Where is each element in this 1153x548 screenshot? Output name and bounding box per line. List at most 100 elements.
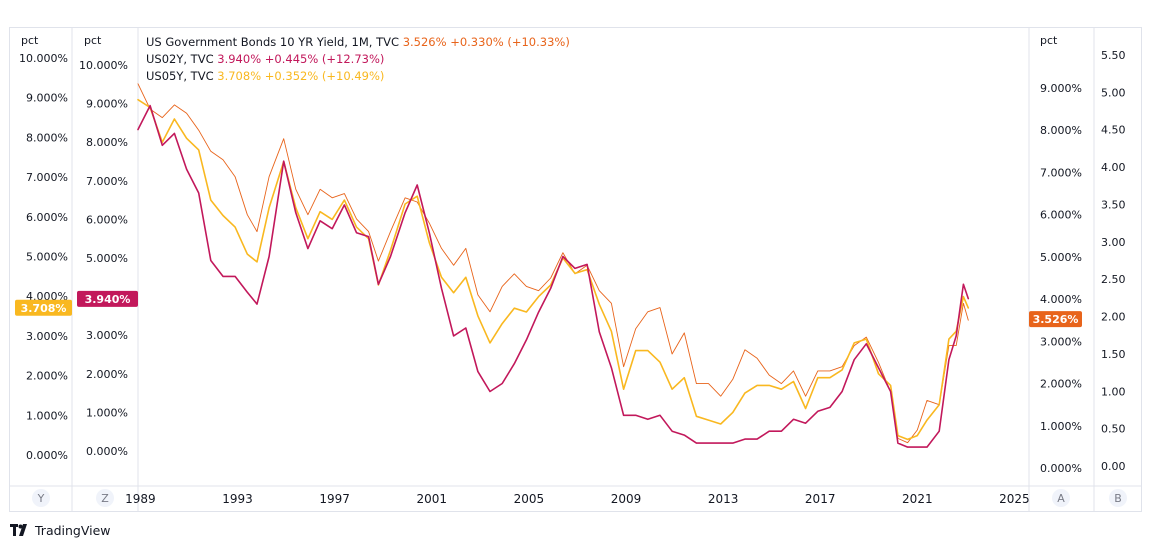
legend-row-us05y: US05Y, TVC 3.708% +0.352% (+10.49%) [146, 69, 384, 83]
grid-separators [10, 28, 1142, 511]
price-axis-z[interactable]: pct0.000%1.000%2.000%3.000%4.000%5.000%6… [79, 34, 128, 458]
tradingview-brand[interactable]: TradingView [10, 521, 111, 539]
time-tick-label: 2025 [999, 492, 1030, 506]
axis-tick-label: 8.000% [26, 131, 68, 144]
axis-button-bg[interactable] [96, 489, 114, 507]
price-tag-bg [77, 290, 138, 307]
legend-series-value: 3.526% [403, 35, 451, 49]
axis-tick-label: 9.000% [26, 92, 68, 105]
axis-tick-label: 1.000% [86, 406, 128, 419]
price-axis-y[interactable]: pct0.000%1.000%2.000%3.000%4.000%5.000%6… [19, 34, 68, 462]
legend-series-value: 3.940% [217, 52, 265, 66]
axis-tick-label: 1.000% [1040, 420, 1082, 433]
legend-text: US05Y, TVC 3.708% +0.352% (+10.49%) [146, 69, 384, 83]
axis-tick-label: 5.000% [26, 251, 68, 264]
legend-series-change: +0.352% (+10.49%) [265, 69, 385, 83]
price-tag-label: 3.940% [85, 293, 131, 306]
axis-unit-label: pct [21, 34, 39, 47]
axis-tick-label: 10.000% [19, 52, 68, 65]
time-tick-label: 2009 [611, 492, 642, 506]
axis-tick-label: 0.000% [1040, 462, 1082, 475]
price-axis-a[interactable]: pct 0.000% 1.000% 2.000% 3.000% 4.000% 5.000% 6… [1040, 34, 1082, 475]
series-line-us05y [137, 98, 970, 441]
axis-tick-label: 4.000% [1040, 293, 1082, 306]
time-tick-label: 1989 [125, 492, 156, 506]
axis-button-b[interactable]: B [1109, 489, 1127, 507]
brand-name: TradingView [35, 522, 111, 538]
axis-tick-label: 2.00 [1101, 311, 1126, 324]
axis-tick-label: 5.000% [1040, 251, 1082, 264]
axis-tick-label: 2.000% [86, 368, 128, 381]
axis-tick-label: 2.50 [1101, 273, 1126, 286]
axis-button-a[interactable]: A [1052, 489, 1070, 507]
axis-button-label[interactable]: A [1057, 492, 1065, 505]
time-tick-label: 2005 [514, 492, 545, 506]
axis-tick-label: 2.000% [26, 370, 68, 383]
axis-tick-label: 1.000% [26, 409, 68, 422]
price-tag-z: 3.940% [77, 290, 138, 307]
time-tick-label: 2001 [416, 492, 447, 506]
axis-tick-label: 2.000% [1040, 378, 1082, 391]
axis-button-label[interactable]: Y [37, 492, 45, 505]
axis-tick-label: 7.000% [1040, 166, 1082, 179]
price-axis-b[interactable]: 0.00 0.50 1.00 1.50 2.00 2.50 3.00 3.50 4.00 4.50… [1101, 49, 1126, 473]
time-tick-label: 1997 [319, 492, 350, 506]
axis-button-z[interactable]: Z [96, 489, 114, 507]
price-tag-label: 3.708% [21, 302, 67, 315]
axis-tick-label: 7.000% [86, 175, 128, 188]
legend-series-name: US Government Bonds 10 YR Yield, 1M, TVC [146, 35, 403, 49]
time-tick-label: 2021 [902, 492, 933, 506]
legend-row-us10y: US Government Bonds 10 YR Yield, 1M, TVC… [146, 35, 570, 49]
price-tag-a: 3.526% [1029, 311, 1082, 328]
price-tag-label: 3.526% [1033, 313, 1079, 326]
axis-tick-label: 7.000% [26, 171, 68, 184]
axis-button-bg[interactable] [1109, 489, 1127, 507]
axis-tick-label: 8.000% [1040, 124, 1082, 137]
tradingview-logo-icon [10, 524, 30, 536]
price-tags-layer: 3.708% 3.940% 3.526% [15, 290, 1082, 328]
axis-tick-label: 6.000% [1040, 209, 1082, 222]
price-tag-y: 3.708% [15, 299, 72, 316]
chart-frame [9, 27, 1142, 512]
axes-layer: pct 0.000% 1.000% 2.000% 3.000% 4.000% 5.000% 6… [19, 34, 1125, 475]
axis-tick-label: 0.50 [1101, 423, 1126, 436]
axis-tick-label: 0.000% [86, 445, 128, 458]
time-tick-label: 2013 [708, 492, 739, 506]
axis-tick-label: 4.00 [1101, 161, 1126, 174]
axis-button-bg[interactable] [32, 489, 50, 507]
legend-text: US02Y, TVC 3.940% +0.445% (+12.73%) [146, 52, 384, 66]
axis-button-label[interactable]: Z [101, 492, 109, 505]
legend-series-name: US02Y, TVC [146, 52, 217, 66]
axis-tick-label: 5.000% [86, 252, 128, 265]
axis-tick-label: 4.50 [1101, 124, 1126, 137]
axis-button-bg[interactable] [1052, 489, 1070, 507]
axis-tick-label: 9.000% [1040, 82, 1082, 95]
axis-tick-label: 0.00 [1101, 460, 1126, 473]
axis-unit-label: pct [84, 34, 102, 47]
axis-tick-label: 6.000% [86, 213, 128, 226]
legend-series-change: +0.445% (+12.73%) [265, 52, 385, 66]
axis-unit-label: pct [1040, 34, 1058, 47]
axis-tick-label: 5.00 [1101, 86, 1126, 99]
axis-tick-label: 1.00 [1101, 385, 1126, 398]
axis-button-y[interactable]: Y [32, 489, 50, 507]
time-tick-label: 2017 [805, 492, 836, 506]
time-axis[interactable]: 1989 1993 1997 2001 2005 2009 2013 2017 2021 2025… [32, 489, 1127, 507]
axis-tick-label: 6.000% [26, 211, 68, 224]
axis-tick-label: 3.50 [1101, 198, 1126, 211]
axis-tick-label: 1.50 [1101, 348, 1126, 361]
axis-button-label[interactable]: B [1114, 492, 1122, 505]
price-tag-bg [15, 299, 72, 316]
axis-tick-label: 0.000% [26, 449, 68, 462]
series-layer [137, 83, 970, 448]
time-tick-label: 1993 [222, 492, 253, 506]
axis-tick-label: 3.00 [1101, 236, 1126, 249]
axis-tick-label: 3.000% [26, 330, 68, 343]
legend: US Government Bonds 10 YR Yield, 1M, TVC… [146, 35, 570, 83]
axis-tick-label: 8.000% [86, 136, 128, 149]
legend-series-change: +0.330% (+10.33%) [450, 35, 570, 49]
legend-series-name: US05Y, TVC [146, 69, 217, 83]
legend-series-value: 3.708% [217, 69, 265, 83]
series-line-us02y [137, 104, 970, 448]
